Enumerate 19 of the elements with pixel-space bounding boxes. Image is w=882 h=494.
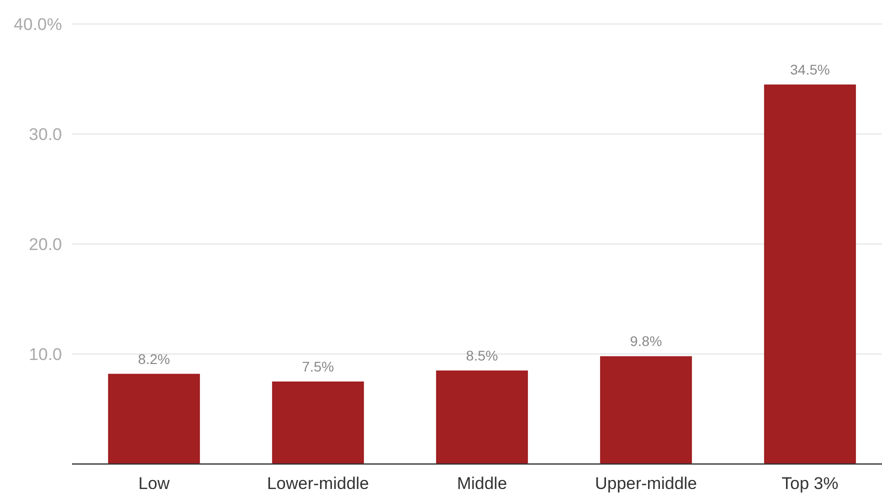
bar	[764, 84, 856, 464]
x-tick-label: Lower-middle	[266, 474, 370, 493]
data-label: 34.5%	[790, 62, 830, 78]
bar	[600, 356, 692, 464]
y-tick-label: 20.0	[28, 235, 62, 254]
y-tick-label: 30.0	[28, 125, 62, 144]
data-label: 9.8%	[630, 333, 662, 350]
x-tick-label: Upper-middle	[594, 474, 698, 493]
data-label: 7.5%	[302, 358, 334, 374]
bar	[436, 370, 528, 464]
data-label: 8.5%	[466, 348, 498, 364]
bar	[108, 374, 200, 464]
y-tick-label: 10.0	[28, 345, 62, 364]
x-tick-label: Low	[138, 474, 170, 493]
data-label: 8.2%	[138, 350, 170, 367]
bar	[272, 382, 364, 464]
y-tick-label: 40.0%	[14, 15, 62, 34]
x-tick-label: Middle	[456, 474, 508, 493]
x-tick-label: Top 3%	[782, 474, 838, 493]
